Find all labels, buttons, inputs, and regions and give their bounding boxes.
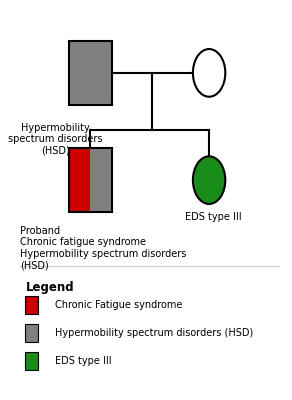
Text: EDS type III: EDS type III (55, 356, 112, 366)
Bar (25, 296, 38, 314)
Bar (90, 148, 112, 212)
Text: Hypermobility
spectrum disorders
(HSD): Hypermobility spectrum disorders (HSD) (8, 122, 102, 156)
Text: Proband
Chronic fatigue syndrome
Hypermobility spectrum disorders
(HSD): Proband Chronic fatigue syndrome Hypermo… (20, 226, 187, 271)
Bar (69, 41, 112, 105)
Bar (25, 324, 38, 342)
Text: EDS type III: EDS type III (185, 212, 241, 222)
Bar (69, 148, 90, 212)
Bar (25, 352, 38, 370)
Circle shape (193, 49, 225, 97)
Text: Legend: Legend (25, 282, 74, 294)
Bar (69, 148, 112, 212)
Text: Chronic Fatigue syndrome: Chronic Fatigue syndrome (55, 300, 182, 310)
Text: Hypermobility spectrum disorders (HSD): Hypermobility spectrum disorders (HSD) (55, 328, 253, 338)
Circle shape (193, 156, 225, 204)
